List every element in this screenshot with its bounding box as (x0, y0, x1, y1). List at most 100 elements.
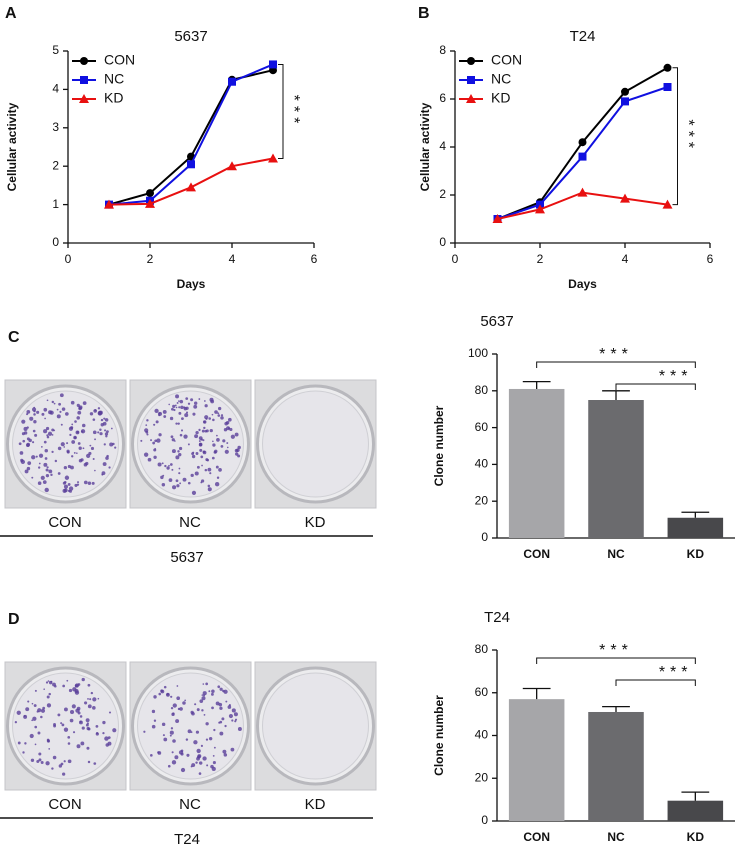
legend-label: CON (104, 52, 135, 68)
x-tick-label: 4 (622, 252, 629, 266)
error-bar (602, 390, 630, 400)
colony (207, 487, 212, 492)
colony (99, 432, 103, 436)
colony (102, 720, 106, 725)
colony (216, 476, 220, 480)
colony (226, 442, 229, 445)
colony (163, 685, 167, 689)
colony (193, 740, 198, 745)
colony (62, 488, 67, 493)
colony (183, 434, 188, 439)
colony (71, 423, 74, 426)
x-tick-label: 6 (707, 252, 714, 266)
colony (21, 419, 26, 424)
colony (198, 398, 201, 400)
colony (67, 759, 72, 764)
colony (60, 442, 65, 447)
colony (217, 685, 221, 689)
photo-label: CON (48, 796, 81, 813)
colony (225, 421, 230, 425)
colony (53, 724, 57, 728)
colony (62, 772, 66, 776)
colony (218, 468, 222, 472)
y-axis-label: Clone number (432, 405, 446, 486)
plate-inner (12, 390, 119, 498)
colony (89, 698, 92, 701)
colony (97, 407, 101, 410)
colony (72, 687, 77, 692)
marker (79, 94, 89, 103)
colony (176, 685, 179, 687)
significance-label: *** (659, 368, 693, 385)
error-bar (681, 511, 710, 518)
colony (201, 429, 205, 433)
colony (73, 452, 76, 454)
colony (66, 449, 70, 453)
colony (202, 450, 206, 454)
colony (196, 465, 200, 469)
significance-bracket (278, 63, 284, 160)
colony (175, 719, 180, 724)
colony (78, 405, 83, 410)
significance-label: *** (285, 95, 302, 129)
colony (74, 420, 77, 423)
legend-label: KD (491, 90, 510, 106)
y-tick-label: 60 (475, 685, 489, 699)
colony (234, 720, 237, 723)
x-tick-label: CON (523, 830, 550, 844)
colony (160, 475, 164, 480)
marker (467, 76, 475, 84)
x-tick-label: NC (607, 830, 625, 844)
plate-photo (129, 379, 252, 509)
colony (180, 767, 186, 773)
marker (663, 63, 672, 72)
y-tick-label: 3 (52, 120, 59, 134)
colony (37, 731, 41, 735)
colony (204, 468, 208, 472)
colony (156, 438, 161, 443)
significance-bracket (536, 361, 696, 368)
bar (588, 711, 644, 821)
colony (171, 449, 176, 454)
colony (104, 418, 109, 422)
colony (236, 448, 240, 452)
colony (85, 718, 90, 723)
colony (191, 490, 197, 495)
colony (82, 447, 85, 450)
colony (25, 707, 30, 712)
y-tick-label: 5 (52, 43, 59, 57)
colony (175, 394, 180, 399)
colony (202, 683, 205, 685)
colony (211, 413, 214, 416)
colony (61, 723, 65, 727)
x-axis-label: Days (177, 277, 206, 291)
colony (103, 443, 106, 446)
y-tick-label: 20 (475, 493, 489, 507)
colony (76, 430, 79, 434)
photo-label: KD (305, 796, 326, 813)
colony (147, 457, 152, 462)
colony (212, 761, 216, 765)
colony (163, 415, 167, 418)
x-tick-label: 2 (147, 252, 154, 266)
colony (23, 426, 28, 431)
colony (201, 464, 203, 467)
colony (170, 435, 174, 439)
colony (79, 715, 83, 718)
colony (38, 462, 41, 465)
colony (172, 703, 177, 708)
colony (175, 422, 178, 425)
colony (185, 397, 189, 400)
colony (68, 486, 74, 491)
colony (213, 728, 216, 732)
colony (198, 428, 201, 432)
colony (229, 427, 233, 432)
colony (144, 428, 149, 433)
colony (62, 481, 66, 485)
colony (151, 724, 156, 729)
colony (200, 481, 203, 484)
colony (57, 446, 62, 451)
colony (17, 741, 21, 745)
colony (230, 434, 235, 439)
colony (231, 708, 236, 713)
